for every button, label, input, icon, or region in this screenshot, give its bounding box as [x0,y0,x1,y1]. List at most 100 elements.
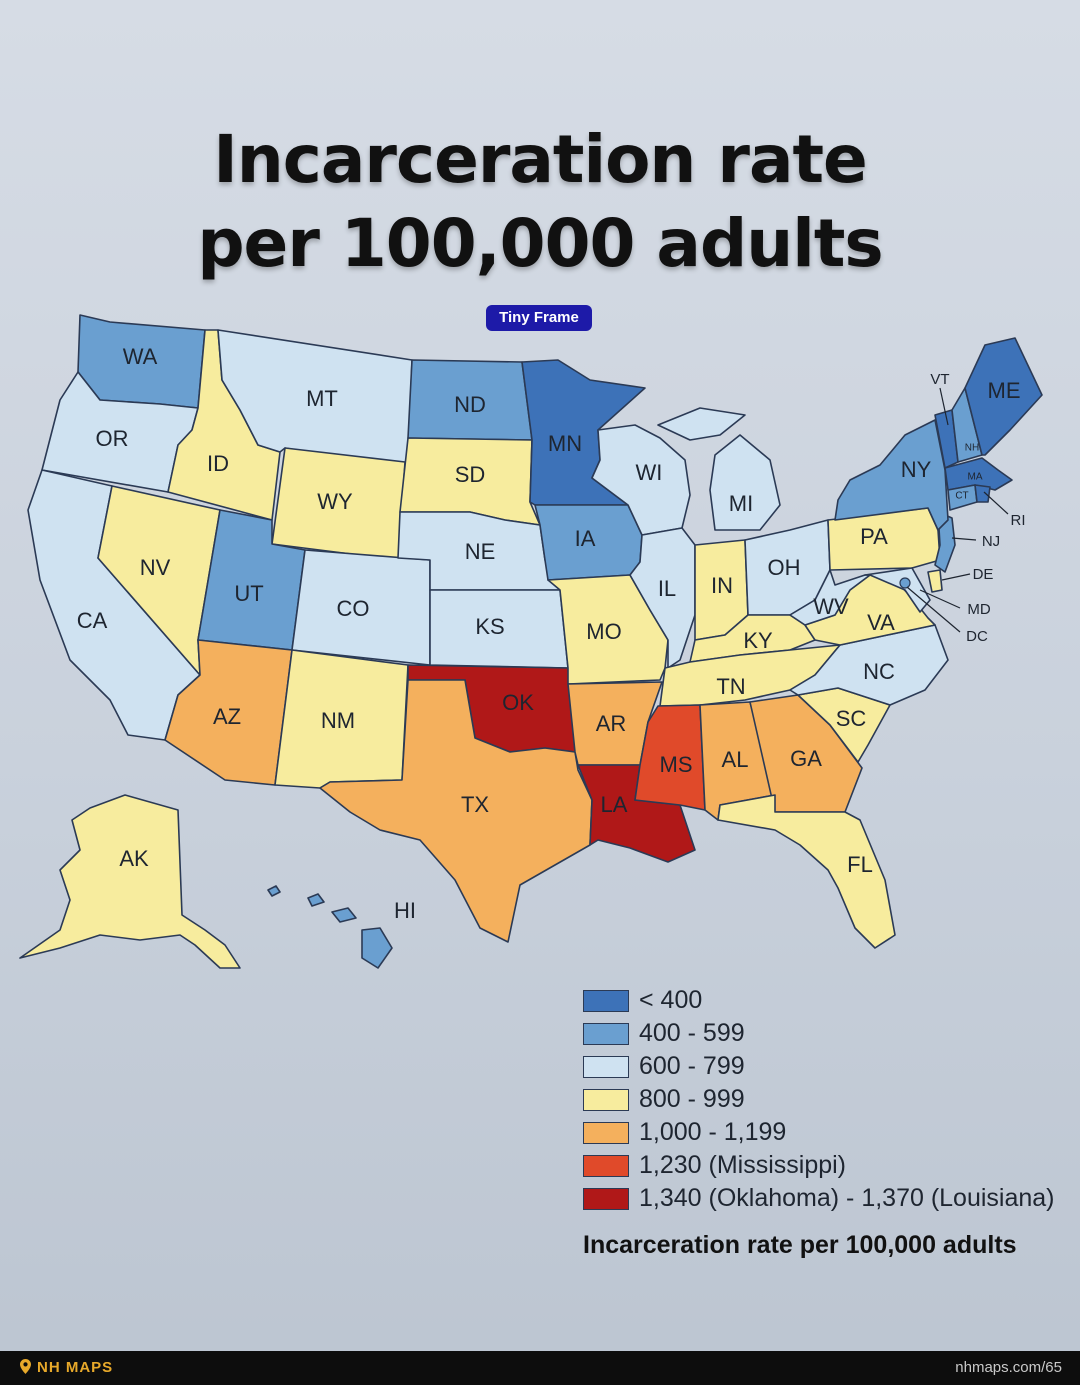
state-label-AL: AL [722,747,749,772]
legend-swatch [583,989,629,1012]
state-label-CA: CA [77,608,108,633]
state-label-WA: WA [123,344,158,369]
state-label-HI: HI [394,898,416,923]
legend-swatch [583,1187,629,1210]
state-label-MS: MS [660,752,693,777]
state-FL[interactable] [717,794,896,949]
state-WV[interactable] [789,569,871,626]
footer-bar: NH MAPS nhmaps.com/65 [0,1351,1080,1385]
state-TX[interactable] [319,679,593,943]
state-label-AZ: AZ [213,704,241,729]
legend-title: Incarceration rate per 100,000 adults [583,1231,1017,1259]
legend-label: 1,230 (Mississippi) [639,1151,847,1179]
state-label-DC: DC [966,628,988,645]
state-label-SC: SC [836,706,867,731]
legend-swatch [583,1088,629,1111]
state-label-OK: OK [502,690,534,715]
state-label-VT: VT [930,371,949,388]
footer-brand[interactable]: NH MAPS [20,1351,113,1385]
state-DC[interactable] [899,577,911,589]
state-label-NM: NM [321,708,355,733]
legend-label: 600 - 799 [639,1052,745,1080]
us-map: WA OR CA ID NV MT WY UT CO AZ NM ND SD N… [19,314,1043,969]
state-label-TX: TX [461,792,489,817]
state-label-ME: ME [988,378,1021,403]
state-label-NH: NH [965,443,979,454]
state-label-ID: ID [207,451,229,476]
state-label-KY: KY [743,628,773,653]
state-label-OH: OH [768,555,801,580]
legend-label: 800 - 999 [639,1085,745,1113]
legend-label: < 400 [639,986,703,1014]
state-label-IN: IN [711,573,733,598]
state-label-PA: PA [860,524,888,549]
state-label-KS: KS [475,614,504,639]
legend-label: 1,000 - 1,199 [639,1118,787,1146]
state-label-UT: UT [234,581,263,606]
state-label-WI: WI [636,460,663,485]
legend-item: 1,000 - 1,199 [583,1116,1078,1149]
state-RI[interactable] [974,484,991,503]
legend: < 400 400 - 599 600 - 799 800 - 999 1,00… [583,984,1078,1260]
leader-DC [906,586,961,633]
state-label-CO: CO [337,596,370,621]
title-line-2: per 100,000 adults [197,205,883,282]
state-label-NC: NC [863,659,895,684]
footer-url[interactable]: nhmaps.com/65 [955,1359,1062,1376]
state-label-AK: AK [119,846,149,871]
state-label-OR: OR [96,426,129,451]
legend-item: 400 - 599 [583,1017,1078,1050]
state-label-NV: NV [140,555,171,580]
state-MD[interactable] [864,567,931,613]
leader-VT [939,387,949,426]
state-ME[interactable] [964,337,1043,456]
state-label-GA: GA [790,746,822,771]
state-label-TN: TN [716,674,745,699]
state-label-MT: MT [306,386,338,411]
state-label-DE: DE [973,566,994,583]
state-label-NY: NY [901,457,932,482]
page-title: Incarceration rate per 100,000 adults [0,118,1080,286]
state-label-FL: FL [847,852,873,877]
legend-item: < 400 [583,984,1078,1017]
state-HI[interactable] [267,885,393,969]
state-label-MI: MI [729,491,753,516]
state-label-ND: ND [454,392,486,417]
tiny-frame-badge: Tiny Frame [486,305,592,331]
state-label-IA: IA [575,526,596,551]
state-label-AR: AR [596,711,627,736]
leader-RI [983,491,1009,515]
state-label-LA: LA [601,792,628,817]
legend-swatch [583,1055,629,1078]
footer-brand-label: NH MAPS [37,1359,114,1376]
legend-item: 800 - 999 [583,1083,1078,1116]
state-label-MA: MA [968,472,983,483]
state-label-CT: CT [955,491,968,502]
leader-DE [941,573,971,581]
state-label-WV: WV [813,594,849,619]
state-label-NJ: NJ [982,533,1000,550]
state-label-WY: WY [317,489,353,514]
state-label-NE: NE [465,539,496,564]
legend-swatch [583,1022,629,1045]
leader-MD [919,589,961,609]
legend-item: 600 - 799 [583,1050,1078,1083]
state-label-MD: MD [967,601,990,618]
state-DE[interactable] [927,569,943,593]
legend-label: 400 - 599 [639,1019,745,1047]
state-label-RI: RI [1011,512,1026,529]
state-label-MN: MN [548,431,582,456]
state-MI[interactable] [657,407,781,531]
state-AK[interactable] [19,794,241,969]
legend-item: 1,340 (Oklahoma) - 1,370 (Louisiana) [583,1182,1078,1215]
state-label-VA: VA [867,610,895,635]
legend-swatch [583,1154,629,1177]
state-label-SD: SD [455,462,486,487]
state-label-MO: MO [586,619,621,644]
title-line-1: Incarceration rate [213,121,868,198]
map-pin-icon [20,1359,31,1374]
state-label-IL: IL [658,576,676,601]
legend-label: 1,340 (Oklahoma) - 1,370 (Louisiana) [639,1184,1055,1212]
legend-item: 1,230 (Mississippi) [583,1149,1078,1182]
leader-NJ [951,537,977,541]
